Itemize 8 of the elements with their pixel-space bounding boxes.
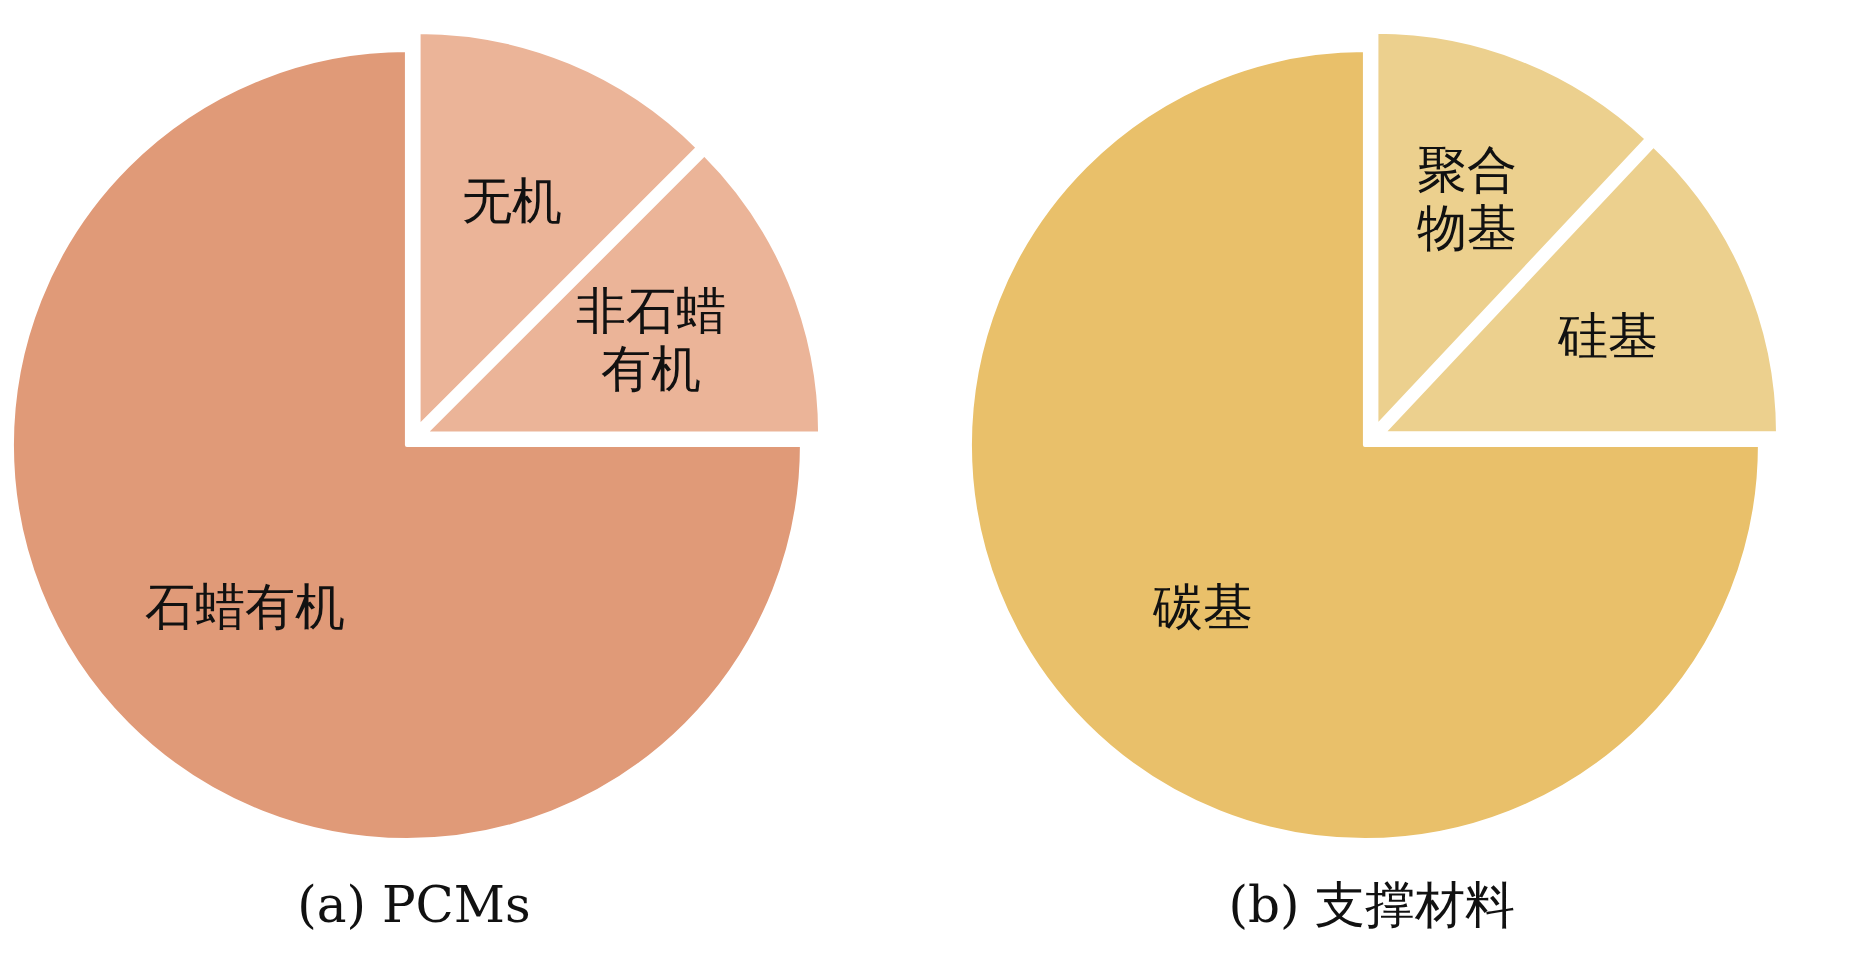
text: (a) PCMs bbox=[297, 876, 531, 934]
slice-label: 无机 bbox=[462, 171, 563, 230]
slice-label: 非石蜡有机 bbox=[576, 281, 727, 398]
slice-label: 碳基 bbox=[1151, 578, 1253, 637]
slice-label: 石蜡有机 bbox=[144, 578, 345, 637]
slice-label: 硅基 bbox=[1556, 306, 1658, 365]
slice-label: 聚合物基 bbox=[1416, 141, 1517, 258]
text: (b) 支撑材料 bbox=[1228, 876, 1516, 934]
